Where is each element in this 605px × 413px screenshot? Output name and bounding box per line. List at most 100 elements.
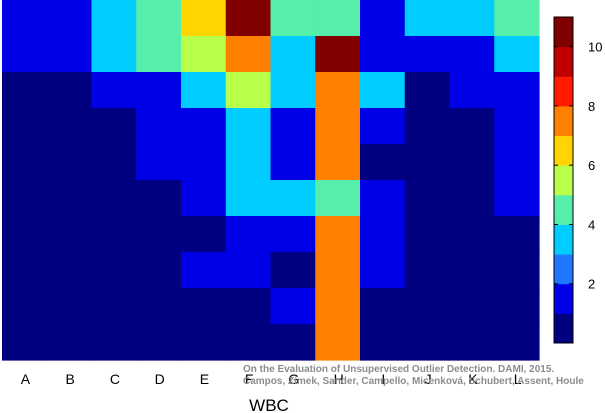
heatmap-cell-e-9 — [181, 288, 227, 325]
heatmap-cell-b-6 — [46, 180, 93, 217]
heatmap-cell-b-4 — [46, 108, 93, 145]
heatmap-cell-j-3 — [404, 72, 451, 109]
heatmap-cell-d-2 — [136, 36, 182, 73]
heatmap-cell-h-8 — [315, 252, 361, 289]
heatmap-cell-d-6 — [136, 180, 182, 217]
heatmap-cell-f-6 — [225, 180, 272, 217]
x-tick-c: C — [110, 371, 120, 387]
x-tick-j: J — [425, 371, 432, 387]
heatmap-cell-c-2 — [91, 36, 137, 73]
x-tick-i: I — [381, 371, 385, 387]
x-tick-labels: A B C D E F G H I J K L — [21, 371, 522, 387]
heatmap-cell-d-3 — [136, 72, 182, 109]
heatmap-cell-l-6 — [494, 180, 540, 217]
x-axis-label: WBC — [249, 396, 289, 413]
x-tick-b: B — [65, 371, 74, 387]
x-tick-l: L — [514, 371, 522, 387]
heatmap-cell-c-5 — [91, 144, 137, 181]
heatmap-cell-g-1 — [270, 0, 316, 37]
heatmap-cell-c-8 — [91, 252, 137, 289]
heatmap-cell-d-5 — [136, 144, 182, 181]
colorbar-tick-2: 2 — [588, 277, 595, 292]
heatmap-cell-g-10 — [270, 324, 316, 361]
heatmap-cell-j-1 — [404, 0, 451, 37]
heatmap-cell-a-7 — [2, 216, 48, 253]
heatmap-cell-e-7 — [181, 216, 227, 253]
heatmap-cell-b-3 — [46, 72, 93, 109]
heatmap-cell-c-6 — [91, 180, 137, 217]
heatmap-cells — [2, 0, 540, 361]
heatmap-cell-f-5 — [225, 144, 272, 181]
colorbar-segment-4 — [554, 224, 573, 255]
heatmap-cell-b-10 — [46, 324, 93, 361]
heatmap-cell-c-1 — [91, 0, 137, 37]
colorbar-segment-11 — [554, 17, 573, 48]
heatmap-cell-k-3 — [449, 72, 495, 109]
heatmap-cell-l-4 — [494, 108, 540, 145]
heatmap-cell-b-5 — [46, 144, 93, 181]
heatmap-cell-k-4 — [449, 108, 495, 145]
x-tick-h: H — [334, 371, 344, 387]
heatmap-cell-j-4 — [404, 108, 451, 145]
heatmap-cell-b-7 — [46, 216, 93, 253]
heatmap-cell-f-3 — [225, 72, 272, 109]
heatmap-cell-h-6 — [315, 180, 361, 217]
heatmap-cell-j-6 — [404, 180, 451, 217]
heatmap-cell-l-1 — [494, 0, 540, 37]
heatmap-cell-h-3 — [315, 72, 361, 109]
heatmap-cell-h-7 — [315, 216, 361, 253]
colorbar-segment-7 — [554, 135, 573, 166]
heatmap-cell-a-8 — [2, 252, 48, 289]
x-tick-g: G — [288, 371, 299, 387]
heatmap-cell-f-1 — [225, 0, 272, 37]
heatmap-cell-f-2 — [225, 36, 272, 73]
colorbar-tick-6: 6 — [588, 158, 595, 173]
heatmap-cell-b-2 — [46, 36, 93, 73]
heatmap-cell-l-3 — [494, 72, 540, 109]
heatmap-cell-c-7 — [91, 216, 137, 253]
colorbar-frame — [553, 16, 574, 344]
x-tick-f: F — [245, 371, 254, 387]
heatmap-cell-i-6 — [360, 180, 406, 217]
heatmap-cell-f-4 — [225, 108, 272, 145]
heatmap-cell-f-10 — [225, 324, 272, 361]
heatmap-cell-a-4 — [2, 108, 48, 145]
heatmap-cell-k-5 — [449, 144, 495, 181]
heatmap-cell-j-8 — [404, 252, 451, 289]
heatmap-cell-e-6 — [181, 180, 227, 217]
heatmap-cell-g-9 — [270, 288, 316, 325]
heatmap-cell-h-9 — [315, 288, 361, 325]
x-tick-a: A — [21, 371, 31, 387]
heatmap-cell-e-10 — [181, 324, 227, 361]
colorbar-segment-10 — [554, 46, 573, 77]
colorbar-segment-9 — [554, 76, 573, 107]
heatmap-cell-e-4 — [181, 108, 227, 145]
heatmap-cell-i-8 — [360, 252, 406, 289]
heatmap-cell-e-2 — [181, 36, 227, 73]
heatmap-cell-b-8 — [46, 252, 93, 289]
heatmap-cell-e-8 — [181, 252, 227, 289]
heatmap-cell-h-2 — [315, 36, 361, 73]
colorbar-tick-10: 10 — [588, 40, 602, 55]
heatmap-cell-k-9 — [449, 288, 495, 325]
heatmap-cell-k-2 — [449, 36, 495, 73]
heatmap-cell-i-2 — [360, 36, 406, 73]
heatmap-cell-g-7 — [270, 216, 316, 253]
heatmap-cell-j-5 — [404, 144, 451, 181]
heatmap-cell-d-8 — [136, 252, 182, 289]
heatmap-cell-i-5 — [360, 144, 406, 181]
heatmap-cell-k-8 — [449, 252, 495, 289]
heatmap-cell-a-5 — [2, 144, 48, 181]
heatmap-cell-i-9 — [360, 288, 406, 325]
heatmap-cell-c-10 — [91, 324, 137, 361]
heatmap-cell-j-9 — [404, 288, 451, 325]
heatmap-cell-l-7 — [494, 216, 540, 253]
heatmap-cell-l-9 — [494, 288, 540, 325]
colorbar-segment-6 — [554, 165, 573, 196]
heatmap-cell-g-2 — [270, 36, 316, 73]
colorbar-segment-2 — [554, 283, 573, 314]
heatmap-cell-h-5 — [315, 144, 361, 181]
colorbar-segment-3 — [554, 254, 573, 285]
heatmap-cell-i-10 — [360, 324, 406, 361]
heatmap-cell-k-7 — [449, 216, 495, 253]
